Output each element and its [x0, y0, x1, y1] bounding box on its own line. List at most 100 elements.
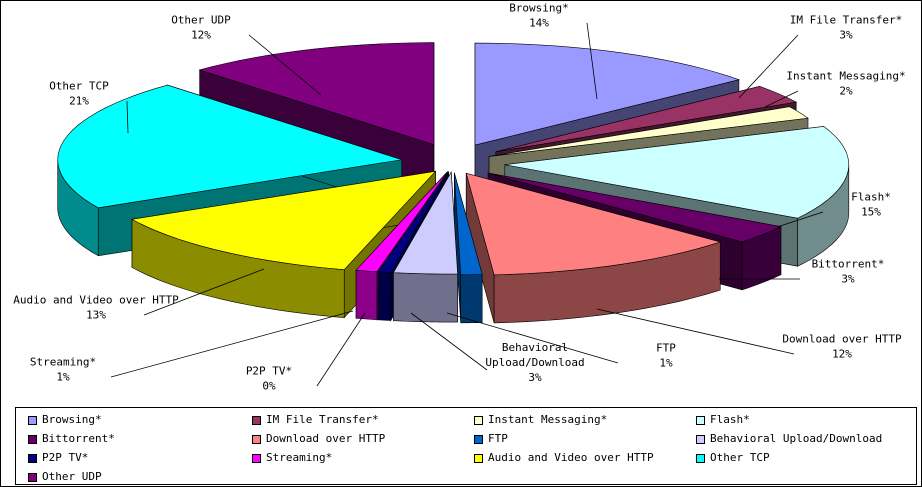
slice-audio-and-video-over-http: [131, 170, 437, 270]
legend-item-im-file-transfer: IM File Transfer*: [252, 412, 379, 428]
data-label-value: 1%: [659, 357, 673, 370]
data-label-audio-and-video-over-http: Audio and Video over HTTP 13%: [13, 294, 179, 322]
legend-item-p2p-tv: P2P TV*: [28, 450, 88, 466]
slice-browsing: [474, 42, 740, 146]
legend-label: Other UDP: [42, 470, 102, 483]
legend-item-streaming: Streaming*: [252, 450, 332, 466]
slice-ftp: [453, 172, 483, 276]
slice-other-tcp: [57, 84, 402, 209]
legend-label: Browsing*: [42, 413, 102, 426]
data-label-value: 12%: [832, 348, 852, 361]
legend-item-instant-messaging: Instant Messaging*: [474, 412, 607, 428]
legend-swatch: [252, 415, 261, 425]
data-label-value: 0%: [262, 380, 276, 393]
data-label-name: P2P TV*: [246, 365, 292, 378]
data-label-value: 12%: [191, 29, 211, 42]
data-label-value: 3%: [841, 273, 855, 286]
legend-swatch: [28, 453, 37, 463]
data-label-name: Browsing*: [509, 2, 569, 15]
data-label-name: Behavioral: [502, 341, 568, 354]
legend-swatch: [474, 453, 483, 463]
legend-label: Instant Messaging*: [488, 413, 608, 426]
data-label-value: 15%: [861, 206, 881, 219]
legend-swatch: [252, 453, 261, 463]
slice-other-udp: [198, 42, 435, 146]
data-label-p2p-tv: P2P TV* 0%: [246, 365, 292, 393]
slice-rim: [393, 272, 458, 323]
data-label-name: Download over HTTP: [782, 333, 902, 346]
legend-swatch: [474, 434, 483, 444]
data-label-instant-messaging: Instant Messaging* 2%: [786, 70, 905, 98]
legend-label: Streaming*: [266, 451, 333, 464]
legend-label: Download over HTTP: [266, 432, 386, 445]
data-label-flash: Flash* 15%: [851, 191, 891, 219]
data-label-streaming: Streaming* 1%: [30, 356, 96, 384]
legend-swatch: [252, 434, 261, 444]
data-label-name: Upload/Download: [485, 356, 584, 369]
slice-rim: [460, 274, 483, 324]
legend-item-audio-and-video-over-http: Audio and Video over HTTP: [474, 450, 654, 466]
data-label-ftp: FTP 1%: [656, 342, 676, 370]
legend-label: Other TCP: [710, 451, 770, 464]
legend-swatch: [28, 434, 37, 444]
slice-bittorrent: [488, 172, 782, 243]
data-label-value: 14%: [529, 17, 549, 30]
leader-line: [738, 34, 799, 99]
leader-line: [316, 312, 366, 387]
legend-label: Audio and Video over HTTP: [488, 451, 654, 464]
data-label-other-tcp: Other TCP 21%: [49, 80, 109, 108]
data-label-value: 3%: [528, 371, 542, 384]
data-labels: Browsing* 14% IM File Transfer* 3% Instant M…: [13, 2, 905, 393]
slice-p2p-tv: [377, 171, 449, 273]
data-label-name: Audio and Video over HTTP: [13, 294, 179, 307]
data-label-behavioral-upload-download: Behavioral Upload/Download 3%: [485, 341, 584, 384]
slice-streaming: [355, 171, 448, 273]
leader-line: [143, 268, 265, 316]
leader-line: [586, 22, 598, 100]
slice-rim: [355, 269, 378, 321]
data-label-im-file-transfer: IM File Transfer* 3%: [790, 14, 903, 42]
slice-im-file-transfer: [495, 86, 798, 153]
leader-line: [776, 211, 824, 228]
legend-item-bittorrent: Bittorrent*: [28, 431, 115, 447]
data-label-name: Flash*: [851, 191, 891, 204]
data-label-name: Instant Messaging*: [786, 70, 905, 83]
legend-item-flash: Flash*: [696, 412, 750, 428]
legend-swatch: [474, 415, 483, 425]
data-label-value: 21%: [69, 95, 89, 108]
leader-line: [764, 90, 799, 108]
slice-rim: [377, 271, 392, 321]
leader-line: [446, 312, 619, 364]
leader-line: [126, 100, 129, 134]
data-label-value: 2%: [839, 85, 853, 98]
legend-item-browsing: Browsing*: [28, 412, 102, 428]
data-label-name: Streaming*: [30, 356, 96, 369]
legend-swatch: [28, 472, 37, 482]
data-label-name: Bittorrent*: [812, 258, 885, 271]
legend-swatch: [696, 415, 705, 425]
slice-download-over-http: [465, 172, 722, 276]
legend-label: FTP: [488, 432, 508, 445]
legend-label: Bittorrent*: [42, 432, 115, 445]
slice-behavioral-upload-download: [392, 171, 458, 275]
legend-swatch: [28, 415, 37, 425]
data-label-name: IM File Transfer*: [790, 14, 903, 27]
legend-label: IM File Transfer*: [266, 413, 379, 426]
leader-line: [248, 34, 322, 96]
legend-label: P2P TV*: [42, 451, 89, 464]
legend-item-other-udp: Other UDP: [28, 469, 102, 485]
legend-item-behavioral-upload-download: Behavioral Upload/Download: [696, 431, 882, 447]
legend: Browsing* IM File Transfer* Instant Messag…: [15, 407, 917, 485]
leader-line: [410, 312, 488, 371]
leader-line: [596, 308, 795, 355]
data-label-other-udp: Other UDP 12%: [171, 14, 231, 42]
slice-instant-messaging: [489, 106, 809, 157]
legend-item-other-tcp: Other TCP: [696, 450, 770, 466]
data-label-value: 3%: [839, 29, 853, 42]
pie-slices: [57, 42, 850, 276]
legend-label: Behavioral Upload/Download: [710, 432, 883, 445]
data-label-bittorrent: Bittorrent* 3%: [812, 258, 885, 286]
legend-swatch: [696, 453, 705, 463]
